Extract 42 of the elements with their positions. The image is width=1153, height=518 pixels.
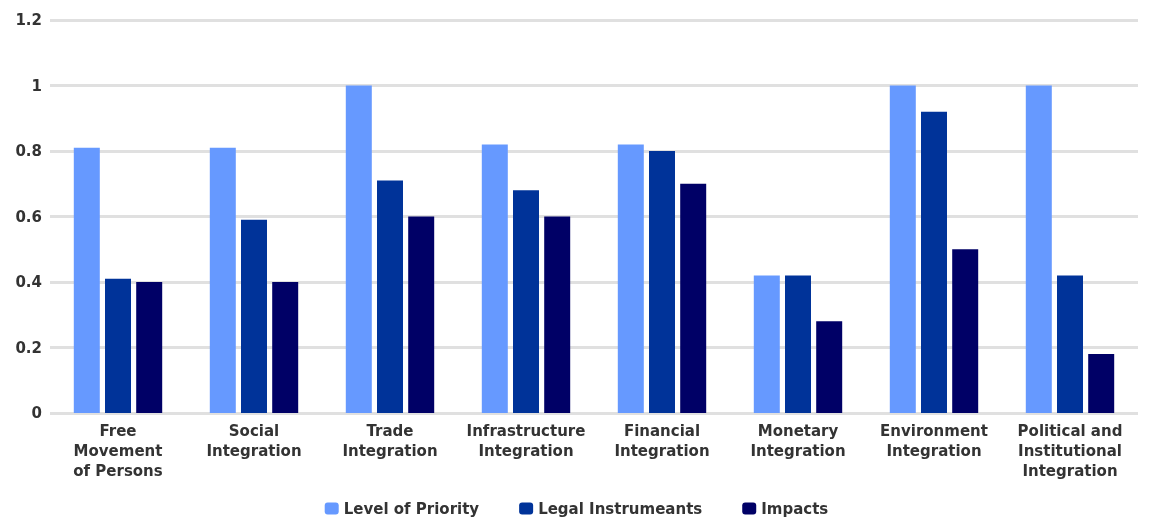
bar xyxy=(377,180,403,413)
bar xyxy=(241,219,267,413)
legend-label: Impacts xyxy=(761,499,829,518)
bar xyxy=(680,183,707,413)
bar xyxy=(785,275,811,413)
bar xyxy=(617,144,644,413)
y-tick-label: 0.8 xyxy=(15,142,42,160)
y-tick-label: 0.2 xyxy=(15,338,42,357)
x-tick-label: Free Movement of Persons xyxy=(73,422,163,480)
bar xyxy=(513,190,539,413)
x-tick-label: Monetary Integration xyxy=(750,422,846,460)
bar xyxy=(136,282,163,413)
bar xyxy=(481,144,508,413)
bar xyxy=(753,275,780,413)
bar xyxy=(209,147,236,413)
y-tick-label: 0.6 xyxy=(15,207,42,226)
bar xyxy=(889,85,916,413)
legend-label: Legal Instrumeants xyxy=(538,499,703,518)
bar xyxy=(272,282,299,413)
x-tick-label: Infrastructure Integration xyxy=(466,422,586,460)
bar xyxy=(345,85,372,413)
bar xyxy=(105,278,131,413)
y-tick-label: 1 xyxy=(31,76,42,95)
bar xyxy=(1025,85,1052,413)
y-tick-label: 1.2 xyxy=(15,11,42,29)
bar xyxy=(921,111,947,413)
bar xyxy=(649,151,675,413)
x-tick-label: Social Integration xyxy=(206,422,302,460)
y-tick-label: 0.4 xyxy=(15,273,42,291)
bar xyxy=(544,216,571,413)
legend-label: Level of Priority xyxy=(343,499,480,518)
x-tick-label: Political and Institutional Integration xyxy=(1017,422,1123,480)
bar xyxy=(1088,354,1115,413)
bar xyxy=(1057,275,1083,413)
x-tick-label: Environment Integration xyxy=(880,422,988,460)
x-tick-label: Financial Integration xyxy=(614,422,710,460)
bar xyxy=(73,147,100,413)
bar xyxy=(952,249,979,413)
y-tick-label: 0 xyxy=(31,404,42,422)
bar xyxy=(408,216,435,413)
bar xyxy=(816,321,843,413)
x-tick-label: Trade Integration xyxy=(342,422,438,460)
